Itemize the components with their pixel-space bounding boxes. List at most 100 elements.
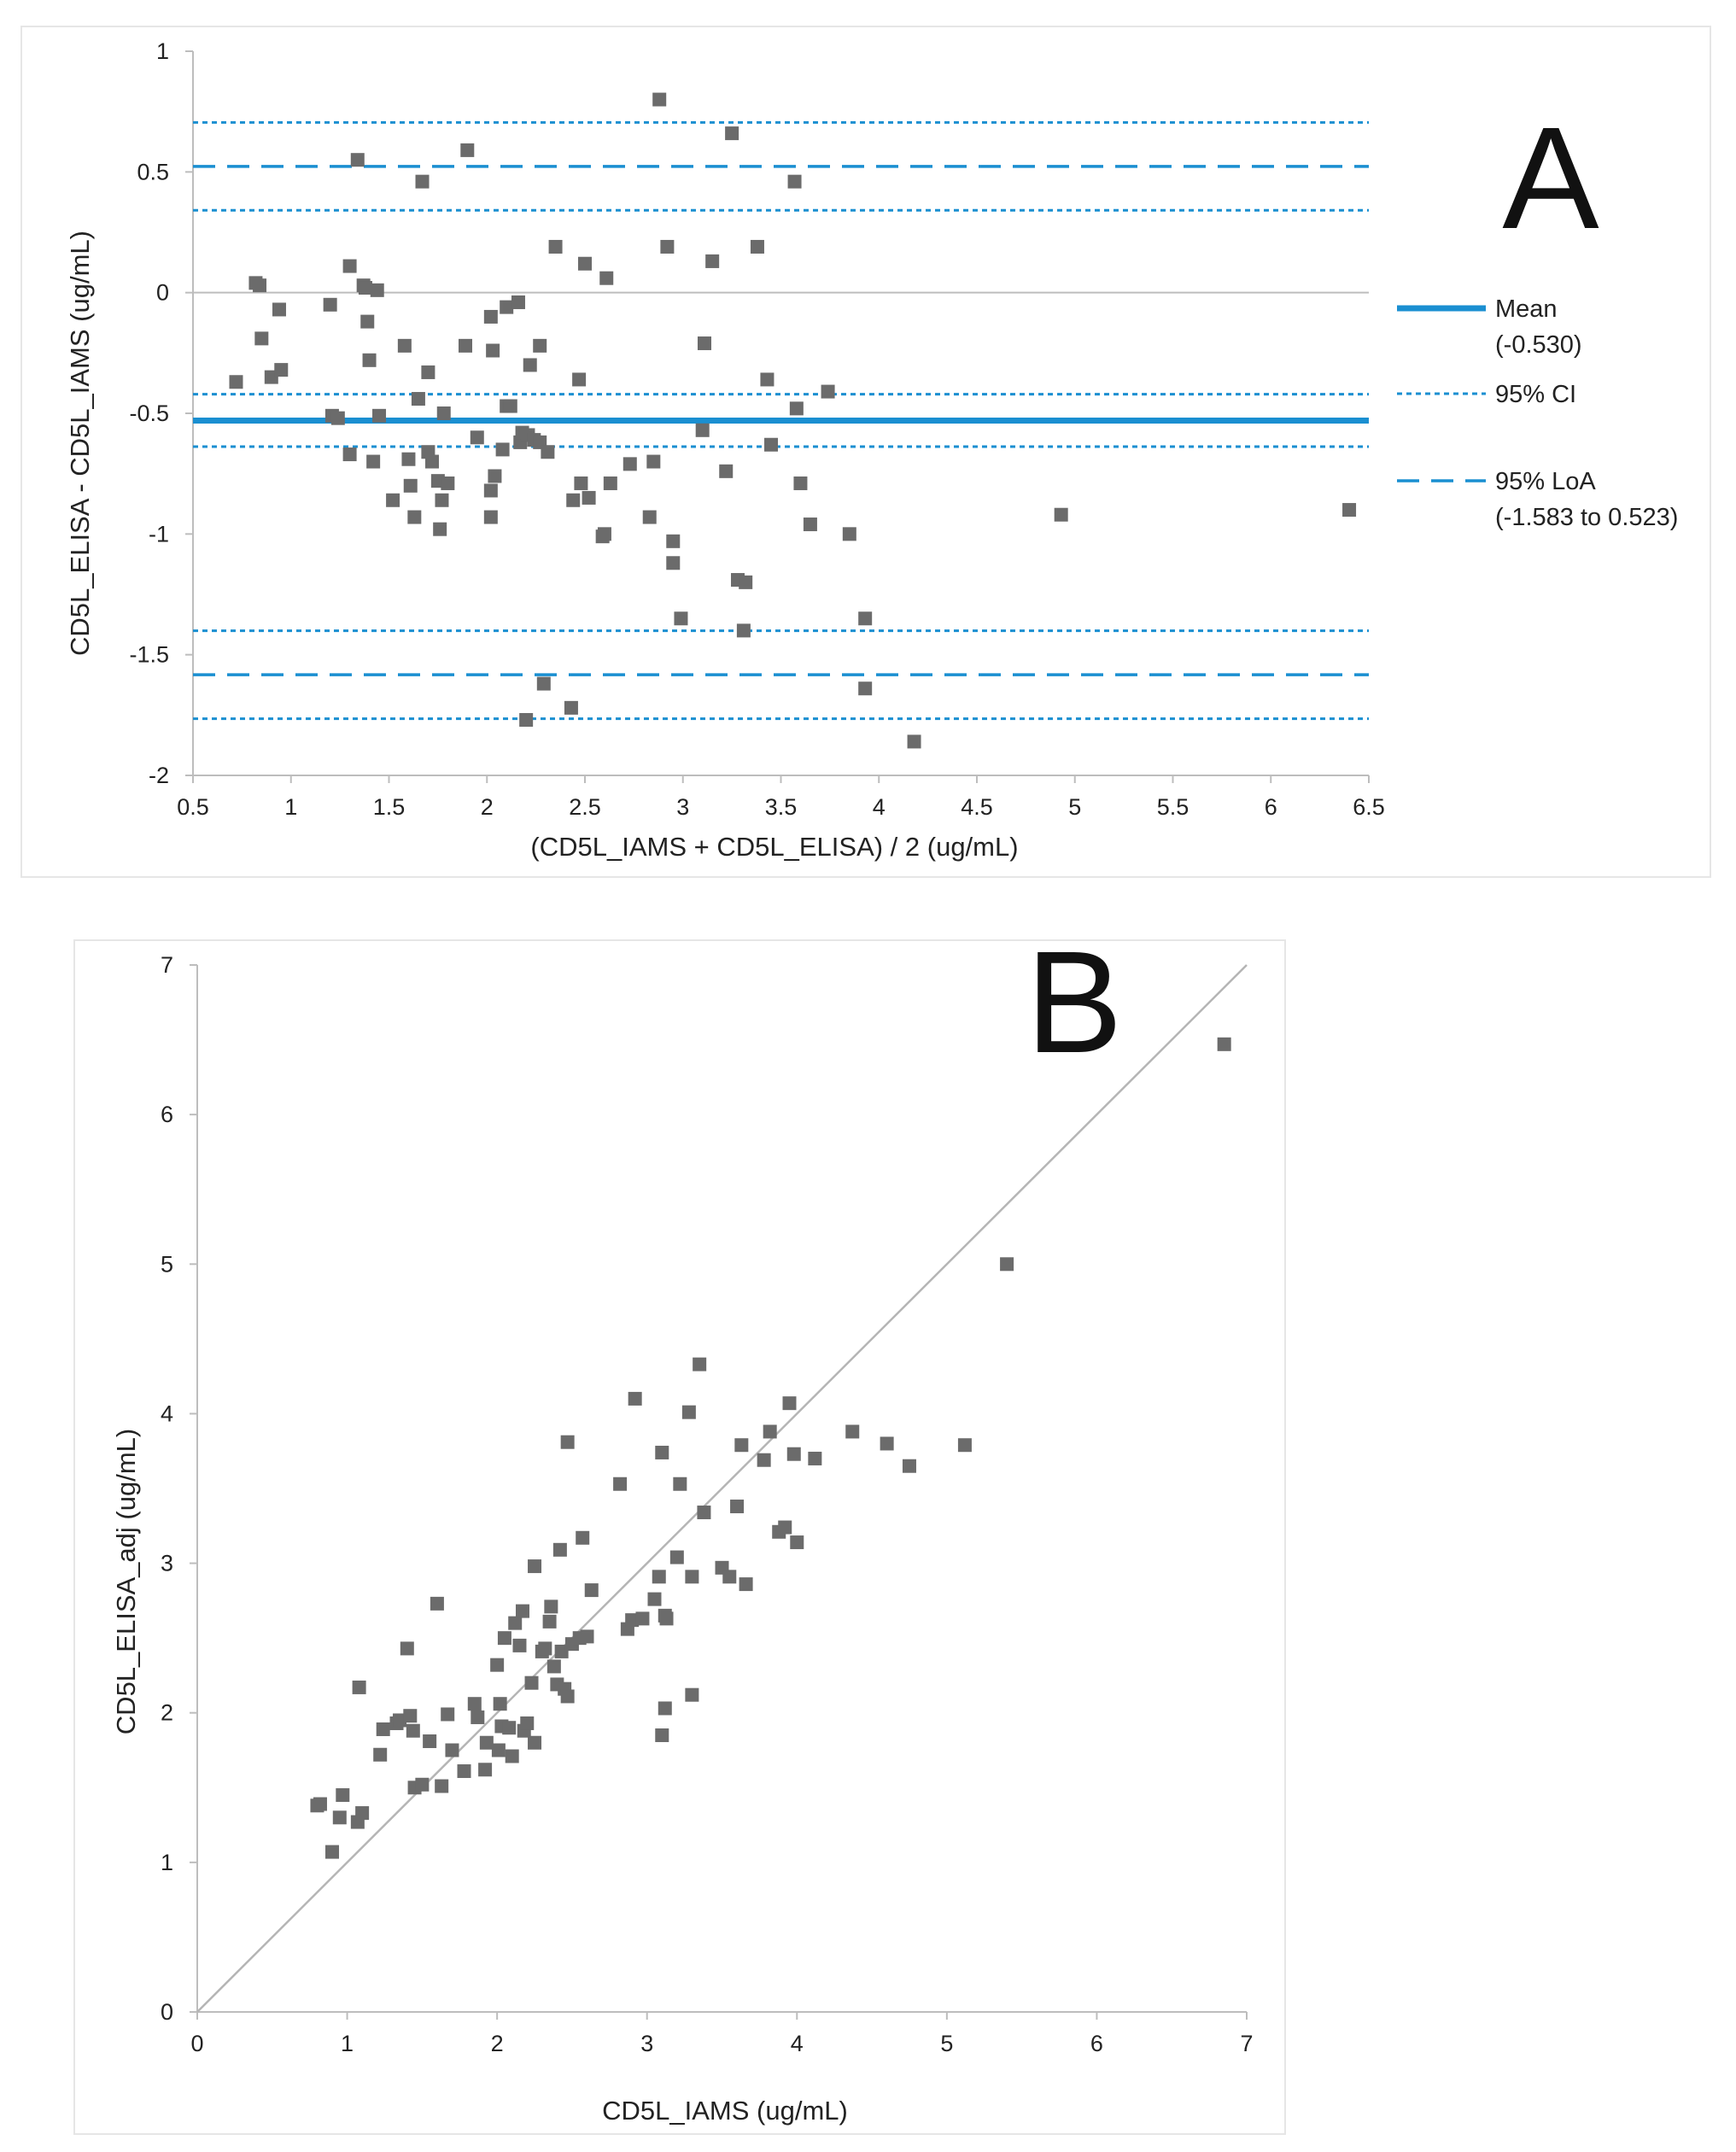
data-point: [821, 384, 835, 399]
data-point: [719, 464, 734, 478]
data-point: [764, 437, 779, 452]
data-point: [666, 556, 681, 570]
data-points: [310, 1037, 1231, 1859]
data-point: [441, 476, 455, 490]
data-point: [760, 372, 774, 387]
x-tick-label: 3: [676, 794, 689, 820]
data-point: [360, 314, 375, 329]
x-tick-label: 4: [873, 794, 886, 820]
x-tick-label: 1: [284, 794, 297, 820]
y-tick-label: 4: [161, 1401, 173, 1426]
x-tick-label: 1: [341, 2031, 354, 2056]
data-point: [1342, 503, 1357, 518]
data-point: [342, 447, 357, 462]
data-point: [459, 338, 473, 353]
data-point: [548, 239, 563, 254]
data-point: [330, 411, 345, 425]
y-tick-label: 3: [161, 1551, 173, 1576]
data-point: [628, 1391, 642, 1406]
x-axis-label: CD5L_IAMS (ug/mL): [602, 2096, 848, 2126]
y-tick-label: 0.5: [137, 159, 169, 184]
x-tick-label: 4: [791, 2031, 804, 2056]
data-point: [560, 1689, 575, 1704]
y-tick-label: 1: [161, 1850, 173, 1875]
data-point: [736, 623, 751, 638]
data-point: [325, 1845, 340, 1859]
x-axis-label: (CD5L_IAMS + CD5L_ELISA) / 2 (ug/mL): [530, 832, 1018, 862]
data-point: [786, 1447, 801, 1461]
data-point: [457, 1764, 471, 1779]
data-point: [542, 1614, 557, 1629]
reference-lines: [196, 964, 1248, 2013]
data-point: [528, 1559, 542, 1574]
y-tick-label: -1: [149, 521, 169, 547]
x-tick-label: 5: [1068, 794, 1081, 820]
data-point: [393, 1713, 407, 1728]
data-point: [845, 1424, 860, 1439]
data-point: [739, 1577, 753, 1592]
data-point: [406, 1723, 420, 1738]
data-point: [411, 392, 425, 406]
data-point: [511, 295, 525, 309]
data-point: [722, 1570, 737, 1584]
data-point: [524, 1675, 539, 1690]
y-axis-label: CD5L_ELISA - CD5L_IAMS (ug/mL): [65, 231, 95, 656]
data-point: [613, 1477, 628, 1491]
data-point: [763, 1424, 777, 1439]
data-point: [350, 153, 365, 167]
x-tick-label: 6: [1265, 794, 1277, 820]
legend-label: 95% CI: [1495, 381, 1576, 408]
data-point: [725, 126, 739, 141]
data-point: [646, 454, 661, 469]
data-point: [515, 1604, 529, 1618]
data-point: [467, 1697, 482, 1711]
y-axis-label: CD5L_ELISA_adj (ug/mL): [111, 1429, 141, 1734]
data-point: [323, 297, 337, 312]
x-tick-label: 0: [190, 2031, 203, 2056]
data-point: [490, 1658, 505, 1672]
data-point: [597, 527, 611, 541]
data-point: [655, 1445, 669, 1459]
data-point: [376, 1722, 390, 1736]
data-point: [415, 174, 430, 189]
data-point: [523, 358, 537, 372]
data-point: [253, 278, 267, 293]
x-tick-label: 2: [481, 794, 494, 820]
x-tick-label: 1.5: [373, 794, 406, 820]
data-point: [373, 1747, 388, 1762]
x-tick-label: 5.5: [1157, 794, 1189, 820]
data-point: [564, 700, 578, 715]
data-point: [739, 575, 753, 589]
data-point: [793, 476, 808, 490]
data-point: [803, 518, 817, 532]
data-point: [572, 372, 587, 387]
data-point: [478, 1763, 493, 1777]
data-points: [229, 92, 1357, 749]
data-point: [274, 363, 289, 377]
data-point: [957, 1438, 972, 1453]
plot-area: [190, 964, 1248, 2020]
data-point: [430, 1596, 444, 1611]
panel-a: 1 0.5 0 -0.5 -1 -1.5 -2 0.5 1 1.5 2 2.5 3 3.5 4 4.5 5 5.…: [20, 26, 1711, 878]
data-point: [505, 1749, 519, 1763]
legend-sublabel: (-0.530): [1495, 331, 1582, 359]
data-point: [693, 1357, 707, 1371]
data-point: [519, 712, 534, 727]
data-point: [486, 343, 500, 358]
data-point: [254, 331, 269, 346]
data-point: [483, 309, 498, 324]
data-point: [503, 399, 517, 413]
data-point: [421, 365, 435, 379]
data-point: [652, 1570, 666, 1584]
data-point: [603, 476, 617, 490]
data-point: [635, 1611, 650, 1626]
legend-label: Mean: [1495, 295, 1558, 323]
data-point: [734, 1438, 749, 1453]
data-point: [403, 478, 418, 493]
x-tick-labels: 0.5 1 1.5 2 2.5 3 3.5 4 4.5 5 5.5 6 6.5: [177, 794, 1385, 820]
data-point: [907, 734, 921, 749]
data-point: [576, 1530, 590, 1545]
x-tick-label: 3.5: [765, 794, 798, 820]
data-point: [566, 493, 581, 507]
y-tick-label: 0: [156, 280, 169, 306]
